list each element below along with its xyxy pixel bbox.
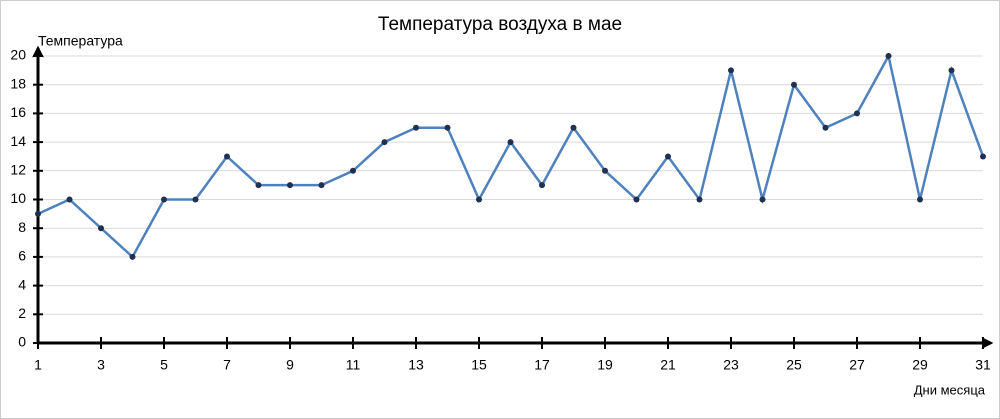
x-tick-label: 15 bbox=[471, 357, 487, 373]
point bbox=[854, 110, 860, 117]
point bbox=[318, 182, 325, 189]
point bbox=[948, 67, 955, 74]
point bbox=[885, 53, 892, 59]
x-tick-label: 31 bbox=[975, 357, 991, 373]
x-tick-label: 1 bbox=[34, 357, 42, 373]
point bbox=[444, 124, 451, 131]
y-axis-label: Температура bbox=[38, 33, 123, 49]
y-tick-label: 8 bbox=[18, 219, 26, 235]
point bbox=[66, 196, 73, 203]
point bbox=[255, 182, 262, 189]
point bbox=[696, 196, 703, 203]
y-tick-label: 20 bbox=[10, 47, 26, 63]
x-tick-label: 3 bbox=[97, 357, 105, 373]
x-tick-label: 13 bbox=[408, 357, 424, 373]
point bbox=[413, 124, 419, 131]
x-tick-label: 7 bbox=[223, 357, 231, 373]
point bbox=[224, 153, 230, 160]
point bbox=[129, 253, 136, 260]
x-tick-label: 11 bbox=[346, 357, 361, 373]
x-tick-label: 25 bbox=[786, 357, 802, 373]
point bbox=[665, 153, 671, 160]
grid bbox=[32, 45, 994, 349]
x-tick-label: 29 bbox=[912, 357, 928, 373]
point bbox=[570, 124, 577, 131]
point bbox=[759, 196, 766, 203]
point bbox=[98, 225, 104, 232]
point bbox=[980, 153, 986, 160]
point bbox=[917, 196, 923, 203]
point bbox=[791, 81, 797, 88]
y-tick-label: 2 bbox=[18, 305, 26, 321]
point bbox=[539, 182, 545, 189]
x-axis-label: Дни месяца bbox=[914, 382, 986, 397]
x-tick-label: 17 bbox=[534, 357, 550, 373]
y-tick-label: 10 bbox=[10, 190, 26, 206]
point bbox=[192, 196, 199, 203]
x-tick-label: 27 bbox=[849, 357, 865, 373]
x-tick-label: 9 bbox=[286, 357, 294, 373]
point bbox=[381, 139, 388, 146]
point bbox=[728, 67, 734, 74]
point bbox=[602, 167, 608, 174]
y-tick-label: 18 bbox=[10, 75, 26, 91]
point bbox=[161, 196, 167, 203]
point bbox=[350, 167, 356, 174]
point bbox=[507, 139, 514, 146]
point bbox=[633, 196, 640, 203]
x-tick-label: 5 bbox=[160, 357, 168, 373]
y-tick-label: 16 bbox=[10, 104, 26, 120]
y-tick-label: 12 bbox=[10, 162, 26, 178]
x-tick-label: 21 bbox=[660, 357, 676, 373]
plot bbox=[35, 52, 986, 260]
point bbox=[287, 182, 293, 189]
y-tick-label: 4 bbox=[18, 276, 26, 292]
point bbox=[822, 124, 829, 131]
point bbox=[35, 210, 41, 217]
x-tick-label: 19 bbox=[597, 357, 613, 373]
y-tick-label: 6 bbox=[18, 248, 26, 264]
x-tick-label: 23 bbox=[723, 357, 739, 373]
chart-title: Температура воздуха в мае bbox=[378, 14, 622, 35]
y-tick-label: 14 bbox=[10, 133, 26, 149]
point bbox=[476, 196, 482, 203]
y-tick-label: 0 bbox=[18, 334, 26, 350]
